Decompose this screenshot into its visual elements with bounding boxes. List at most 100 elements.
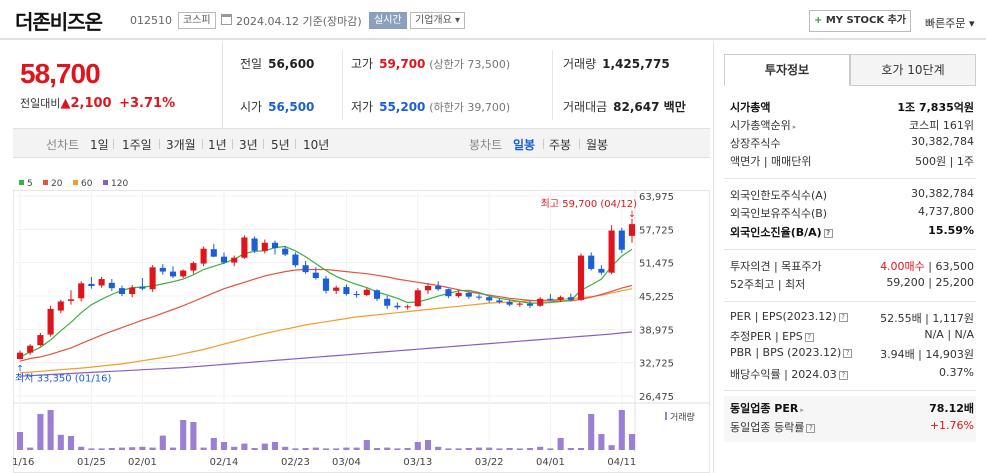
volume-bar	[424, 440, 432, 450]
quick-order-dropdown[interactable]: 빠른주문 ▾	[925, 17, 975, 30]
candlestick-chart: 63,975 57,725 51,475 45,225 38,975 32,725 26,4…	[13, 179, 710, 473]
help-icon[interactable]: ?	[838, 370, 848, 380]
candle-body	[353, 294, 360, 296]
company-info-dropdown[interactable]: 기업개요 ▾	[410, 12, 465, 29]
help-icon[interactable]: ?	[843, 348, 853, 358]
help-icon[interactable]: ?	[804, 332, 814, 342]
help-icon[interactable]: ?	[806, 423, 816, 433]
stock-chart: 63,975 57,725 51,475 45,225 38,975 32,725 26,4…	[13, 170, 710, 473]
add-mystock-label: MY STOCK 추가	[825, 15, 907, 26]
volume-bar	[149, 447, 156, 450]
info-value: 500원 | 1주	[915, 155, 974, 168]
period-10y[interactable]: 10년	[303, 138, 330, 152]
candle-body	[506, 302, 513, 305]
candle-body	[159, 267, 166, 272]
volume-bar	[455, 448, 462, 450]
volume-bar	[435, 446, 442, 450]
volume-bar	[353, 447, 360, 450]
y-tick-label: 32,725	[639, 359, 674, 370]
candle-daily[interactable]: 일봉	[513, 138, 536, 152]
tab-orderbook[interactable]: 호가 10단계	[850, 54, 976, 86]
candle-body	[435, 286, 442, 290]
info-value: 4,737,800	[918, 205, 974, 218]
help-icon[interactable]: ?	[838, 312, 848, 322]
candle-body	[27, 345, 34, 353]
volume-bar	[251, 448, 258, 450]
divider	[295, 139, 296, 149]
x-tick-label: 02/23	[281, 457, 310, 468]
period-3y[interactable]: 3년	[239, 138, 258, 152]
candle-body	[108, 282, 115, 289]
candle-body	[424, 286, 432, 291]
info-row: 상장주식수 30,382,784	[730, 135, 974, 152]
period-1y[interactable]: 1년	[208, 138, 227, 152]
info-label: PER | EPS(2023.12)?	[730, 310, 848, 323]
candle-body	[547, 298, 554, 300]
add-mystock-button[interactable]: + MY STOCK 추가	[809, 10, 911, 32]
info-row: PER | EPS(2023.12)? 52.55배 | 1,117원	[730, 310, 974, 327]
volume-bar	[261, 443, 268, 450]
volume-bar	[108, 448, 115, 450]
volume-bar	[180, 420, 187, 450]
candle-body	[261, 242, 268, 251]
y-tick-label: 45,225	[639, 292, 674, 303]
prev-close: 전일 56,600	[240, 57, 315, 71]
volume-bar	[414, 442, 421, 450]
candle-body	[373, 290, 381, 299]
candle-body	[333, 287, 340, 291]
divider	[543, 139, 544, 149]
y-tick-label: 26,475	[639, 392, 674, 403]
candle-body	[98, 279, 105, 286]
candle-body	[220, 256, 228, 263]
investment-info-panel: 투자정보 호가 10단계 시가총액 1조 7,835억원 시가총액순위 ▸ 코스피 16…	[713, 42, 986, 473]
candle-body	[557, 297, 564, 300]
change-value: 2,100	[70, 96, 112, 111]
divider	[202, 139, 203, 149]
min-annotation: 최저 33,350 (01/16)	[15, 372, 111, 384]
period-1d[interactable]: 1일	[90, 138, 109, 152]
help-icon[interactable]: ?	[823, 228, 833, 238]
volume-bar	[588, 414, 595, 450]
candle-body	[251, 238, 258, 251]
chart-frame	[13, 190, 710, 473]
candle-body	[200, 248, 207, 264]
candle-weekly[interactable]: 주봉	[549, 138, 572, 152]
y-tick-label: 38,975	[639, 325, 674, 336]
y-tick-label: 51,475	[639, 259, 674, 270]
change-label: 전일대비	[20, 97, 61, 110]
volume-bar	[282, 446, 289, 450]
x-tick-label: 01/25	[77, 457, 106, 468]
candle-body	[282, 248, 289, 255]
volume-bar	[577, 448, 585, 450]
volume-bar	[445, 448, 452, 450]
arrow-right-icon[interactable]: ▸	[792, 123, 797, 131]
info-label: 시가총액	[730, 101, 771, 114]
tab-investment-info[interactable]: 투자정보	[724, 54, 850, 86]
volume-label: 거래량	[670, 411, 695, 423]
volume-bar	[598, 434, 605, 450]
realtime-button[interactable]: 실시간	[369, 12, 407, 29]
candle-body	[231, 257, 238, 263]
period-3m[interactable]: 3개월	[166, 138, 196, 152]
info-row: 추정PER | EPS? N/A | N/A	[730, 328, 974, 345]
volume-bar	[118, 447, 126, 450]
volume-bar	[98, 448, 105, 450]
candle-body	[496, 300, 503, 302]
candle-body	[475, 296, 483, 298]
arrow-right-icon[interactable]: ▸	[800, 406, 804, 414]
period-5y[interactable]: 5년	[271, 138, 290, 152]
info-row: 시가총액 1조 7,835억원	[730, 99, 974, 116]
y-tick-label: 57,725	[639, 225, 674, 236]
volume-bar	[190, 422, 197, 450]
volume-bar	[57, 434, 64, 450]
candle-body	[67, 299, 75, 301]
divider	[579, 139, 580, 149]
max-annotation: 최고 59,700 (04/12)	[541, 198, 637, 210]
volume-bar	[547, 448, 554, 450]
legend-label: 5	[27, 179, 33, 189]
period-1w[interactable]: 1주일	[122, 138, 152, 152]
min-arrow-icon: ↑	[16, 364, 24, 374]
candle-monthly[interactable]: 월봉	[586, 138, 609, 152]
x-tick-label: 04/11	[607, 457, 636, 468]
volume-bar	[27, 447, 34, 450]
